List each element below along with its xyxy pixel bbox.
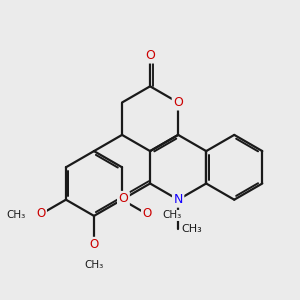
Text: CH₃: CH₃ [163, 210, 182, 220]
Text: O: O [37, 208, 46, 220]
Text: O: O [173, 96, 183, 109]
Text: CH₃: CH₃ [84, 260, 104, 271]
Text: CH₃: CH₃ [181, 224, 202, 234]
Text: O: O [145, 49, 155, 62]
Text: O: O [118, 192, 128, 206]
Text: O: O [142, 208, 152, 220]
Text: CH₃: CH₃ [6, 210, 25, 220]
Text: O: O [89, 238, 99, 251]
Text: N: N [173, 193, 183, 206]
